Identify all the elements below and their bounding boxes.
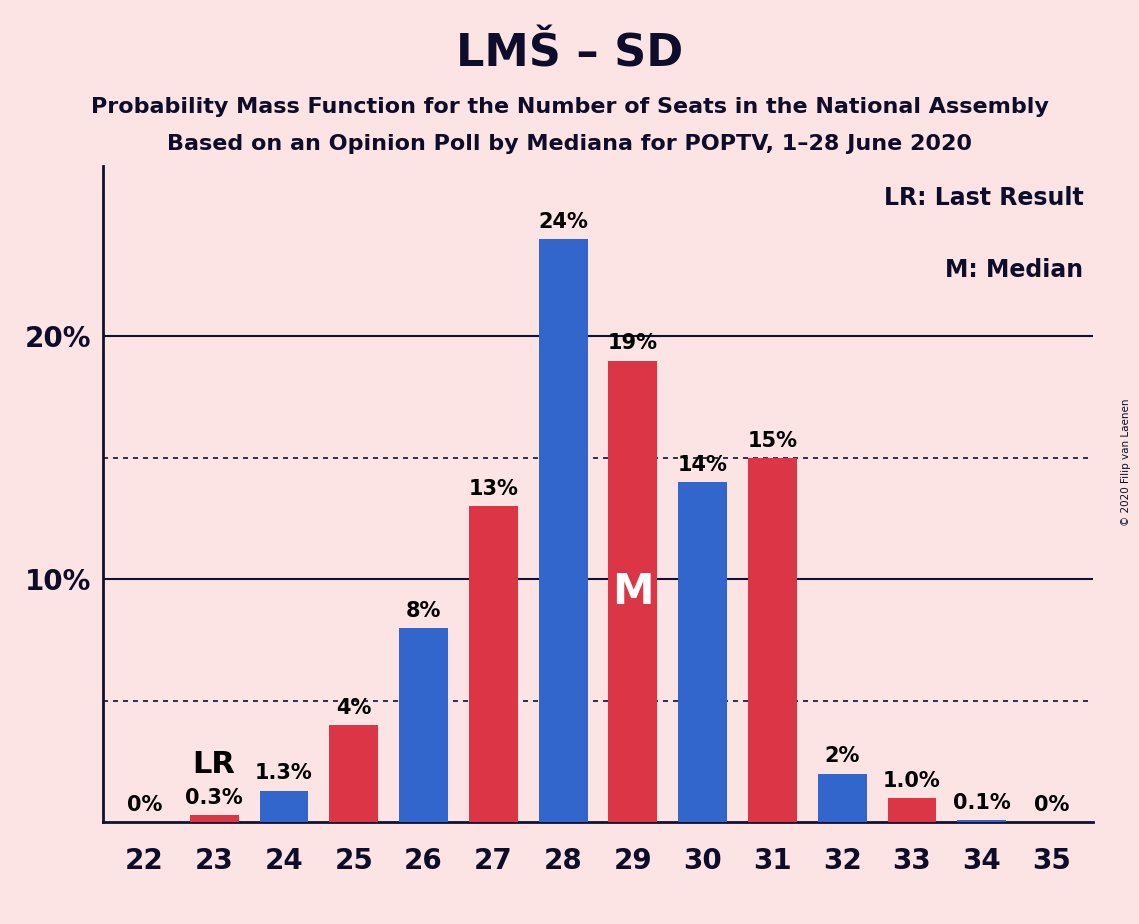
Text: 1.3%: 1.3% <box>255 763 313 784</box>
Bar <box>608 360 657 822</box>
Text: © 2020 Filip van Laenen: © 2020 Filip van Laenen <box>1121 398 1131 526</box>
Bar <box>190 815 238 822</box>
Text: 14%: 14% <box>678 455 728 475</box>
Text: 15%: 15% <box>747 431 797 451</box>
Text: 4%: 4% <box>336 698 371 718</box>
Text: 8%: 8% <box>405 601 441 621</box>
Text: 1.0%: 1.0% <box>883 771 941 791</box>
Bar <box>539 239 588 822</box>
Bar <box>678 482 727 822</box>
Bar <box>260 791 309 822</box>
Bar <box>399 628 448 822</box>
Text: 24%: 24% <box>538 212 588 232</box>
Text: 13%: 13% <box>468 480 518 499</box>
Text: LR: Last Result: LR: Last Result <box>884 186 1083 210</box>
Text: Probability Mass Function for the Number of Seats in the National Assembly: Probability Mass Function for the Number… <box>91 97 1048 117</box>
Text: 0.1%: 0.1% <box>953 793 1010 812</box>
Bar <box>748 458 797 822</box>
Bar <box>958 820 1006 822</box>
Bar <box>329 725 378 822</box>
Bar <box>818 773 867 822</box>
Text: LR: LR <box>192 749 236 779</box>
Text: 0.3%: 0.3% <box>186 788 243 808</box>
Bar <box>887 798 936 822</box>
Text: Based on an Opinion Poll by Mediana for POPTV, 1–28 June 2020: Based on an Opinion Poll by Mediana for … <box>167 134 972 154</box>
Text: 2%: 2% <box>825 747 860 767</box>
Text: M: Median: M: Median <box>945 258 1083 282</box>
Text: 19%: 19% <box>608 334 658 353</box>
Text: M: M <box>612 570 654 613</box>
Text: 0%: 0% <box>1034 795 1070 815</box>
Text: 0%: 0% <box>126 795 162 815</box>
Bar <box>469 506 518 822</box>
Text: LMŠ – SD: LMŠ – SD <box>456 32 683 76</box>
